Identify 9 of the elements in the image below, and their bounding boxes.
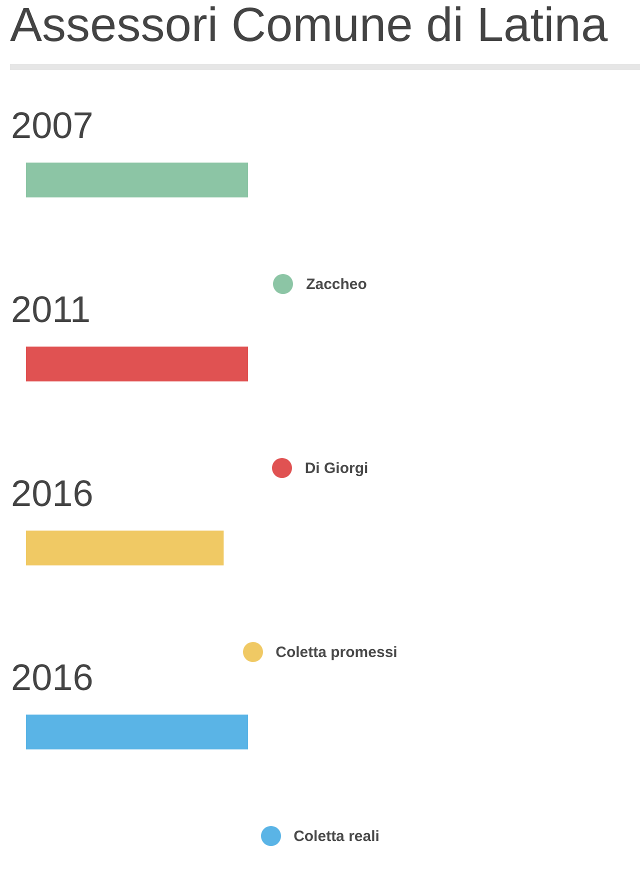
y-tick-label: 2016 [11,473,94,514]
legend-label: Di Giorgi [304,460,368,476]
legend-label: Coletta promessi [276,644,398,660]
legend-label: Coletta reali [294,828,380,844]
y-tick-label: 2016 [11,657,94,698]
chart-title: Assessori Comune di Latina [10,0,608,52]
y-tick-label: 2007 [11,105,94,146]
y-tick-label: 2011 [11,289,91,330]
legend-label: Zaccheo [306,276,367,292]
